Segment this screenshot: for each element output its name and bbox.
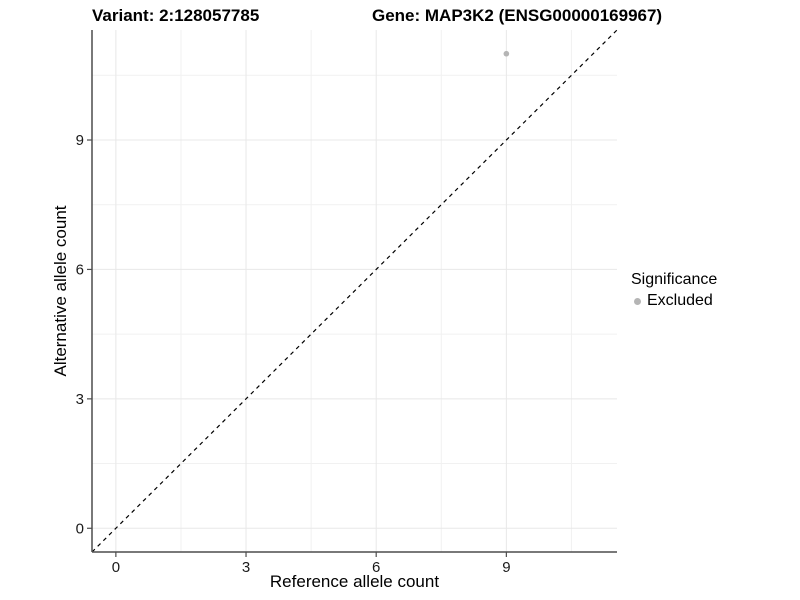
x-tick-label: 6: [372, 559, 380, 576]
legend-item-label: Excluded: [647, 292, 713, 309]
legend-item-excluded: Excluded: [631, 292, 717, 310]
y-axis-label: Alternative allele count: [51, 205, 70, 377]
excluded-point-icon: [634, 297, 641, 305]
x-tick-label: 0: [112, 559, 120, 576]
data-point: [503, 50, 510, 57]
x-axis-label: Reference allele count: [269, 572, 440, 591]
identity-dashed-line: [91, 29, 618, 553]
y-tick-label: 9: [76, 132, 84, 149]
y-tick-label: 0: [76, 520, 84, 537]
y-tick-label: 6: [76, 261, 84, 278]
x-tick-label: 9: [502, 559, 510, 576]
x-tick-label: 3: [242, 559, 250, 576]
legend: Significance Excluded: [631, 271, 717, 310]
plot-title-variant: Variant: 2:128057785: [92, 6, 260, 25]
plot-title-gene: Gene: MAP3K2 (ENSG00000169967): [372, 6, 663, 25]
legend-title: Significance: [631, 271, 718, 288]
y-tick-label: 3: [76, 391, 84, 408]
